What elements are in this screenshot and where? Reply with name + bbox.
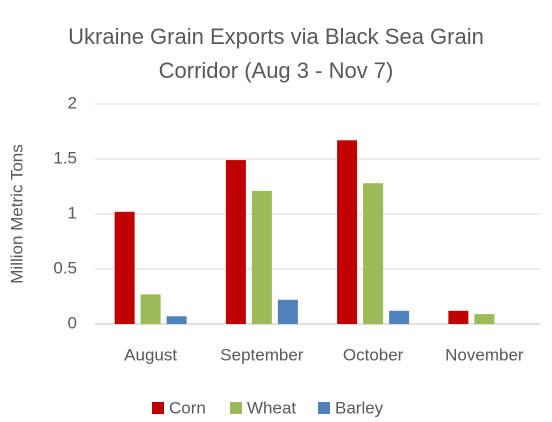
bar (166, 316, 187, 324)
x-tick-label: August (124, 345, 177, 364)
legend-label: Wheat (247, 398, 296, 417)
bar (337, 140, 358, 324)
x-tick-label: November (445, 345, 524, 364)
y-tick-label: 2 (68, 93, 77, 112)
bar (114, 211, 135, 324)
bar (251, 190, 272, 324)
y-tick-label: 0.5 (53, 258, 77, 277)
y-tick-label: 1 (68, 203, 77, 222)
y-tick-label: 1.5 (53, 148, 77, 167)
legend-swatch (230, 402, 242, 414)
bar (277, 299, 298, 324)
bar (363, 183, 384, 324)
chart-title: Ukraine Grain Exports via Black Sea Grai… (68, 24, 484, 83)
x-tick-label: October (343, 345, 404, 364)
legend-label: Barley (335, 398, 384, 417)
bar (140, 294, 161, 324)
legend-label: Corn (169, 398, 206, 417)
bar (389, 310, 410, 324)
legend-swatch (318, 402, 330, 414)
bar (225, 160, 246, 324)
y-axis-label: Million Metric Tons (7, 144, 26, 284)
legend-swatch (152, 402, 164, 414)
x-tick-label: September (220, 345, 303, 364)
bar (474, 314, 495, 324)
bar (448, 310, 469, 324)
y-tick-label: 0 (68, 313, 77, 332)
